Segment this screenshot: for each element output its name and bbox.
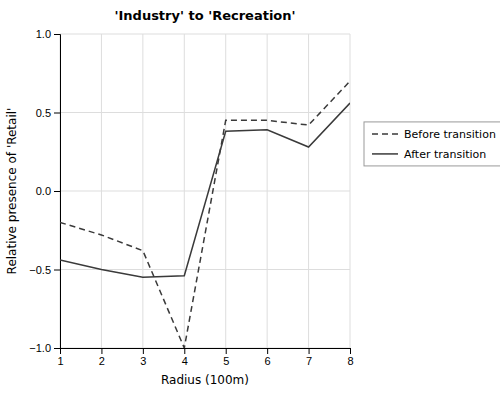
series-line <box>60 103 350 277</box>
tick-mark <box>350 348 351 354</box>
tick: 4 <box>182 348 188 367</box>
tick-label: 0.0 <box>36 185 51 197</box>
lines <box>60 81 350 348</box>
tick-mark <box>54 113 60 114</box>
tick-label: 8 <box>347 355 353 367</box>
tick-mark <box>54 191 60 192</box>
grid-line <box>60 112 350 113</box>
tick: 1.0 <box>36 28 60 40</box>
tick: 8 <box>347 348 353 367</box>
tick: 6 <box>265 348 271 367</box>
tick-label: 6 <box>265 355 271 367</box>
grid-line <box>60 191 350 192</box>
tick-label: 3 <box>140 355 146 367</box>
tick-label: −0.5 <box>29 264 51 276</box>
tick-label: 1.0 <box>36 28 51 40</box>
legend-item: Before transition <box>372 128 496 141</box>
tick: 7 <box>306 348 312 367</box>
legend-label: After transition <box>404 148 486 161</box>
tick-mark <box>101 348 102 354</box>
legend-frame <box>364 122 500 166</box>
grid <box>60 34 350 348</box>
x-axis-title: Radius (100m) <box>161 373 249 387</box>
tick-mark <box>143 348 144 354</box>
tick-mark <box>54 270 60 271</box>
tick: 0.5 <box>36 107 60 119</box>
plot: 1 2 3 4 5 6 7 8 −1.0 −0.5 0.0 0.5 1.0 <box>29 28 353 367</box>
legend-swatch <box>372 153 398 155</box>
y-axis: −1.0 −0.5 0.0 0.5 1.0 <box>29 28 60 354</box>
tick-label: 5 <box>223 355 229 367</box>
tick: 2 <box>99 348 105 367</box>
tick-mark <box>267 348 268 354</box>
grid-line <box>60 34 350 35</box>
tick: 0.0 <box>36 185 60 197</box>
tick-mark <box>184 348 185 354</box>
tick: 3 <box>140 348 146 367</box>
tick-label: 2 <box>99 355 105 367</box>
x-axis: 1 2 3 4 5 6 7 8 <box>57 348 353 367</box>
tick-label: 1 <box>57 355 63 367</box>
tick-mark <box>54 34 60 35</box>
legend: Before transition After transition <box>364 122 500 166</box>
title: 'Industry' to 'Recreation' <box>115 8 296 23</box>
axis-line <box>61 349 351 355</box>
legend-swatch <box>372 133 398 135</box>
tick: 5 <box>223 348 229 367</box>
tick-mark <box>309 348 310 354</box>
tick-label: 7 <box>306 355 312 367</box>
tick: −1.0 <box>29 342 60 354</box>
tick: −0.5 <box>29 264 60 276</box>
legend-item: After transition <box>372 148 486 161</box>
tick-label: 0.5 <box>36 107 51 119</box>
y-axis-title: Relative presence of 'Retail' <box>5 108 19 275</box>
axis-line <box>54 35 61 349</box>
tick-label: 4 <box>182 355 188 367</box>
tick-mark <box>54 348 60 349</box>
chart: 1 2 3 4 5 6 7 8 −1.0 −0.5 0.0 0.5 1.0 'Industry' to '… <box>0 0 500 394</box>
legend-label: Before transition <box>404 128 496 141</box>
series-line <box>60 81 350 348</box>
tick: 1 <box>57 348 63 367</box>
tick-mark <box>226 348 227 354</box>
tick-label: −1.0 <box>29 342 51 354</box>
